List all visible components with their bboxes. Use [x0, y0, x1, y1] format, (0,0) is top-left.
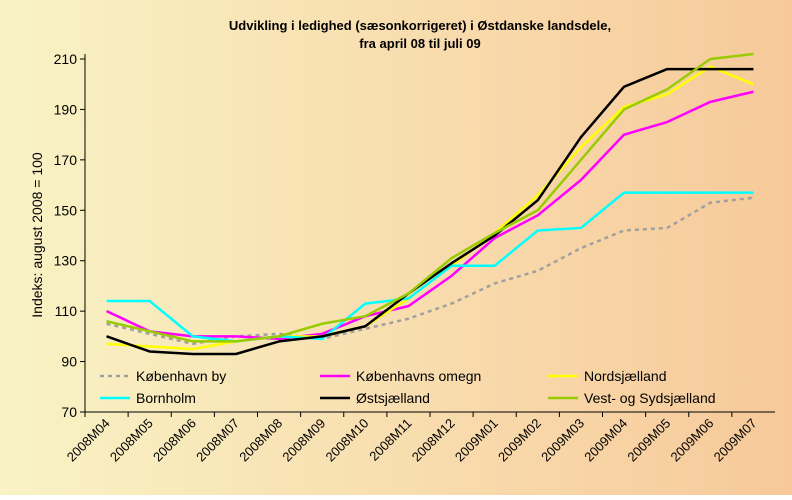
- y-tick-label: 130: [54, 253, 78, 269]
- chart-title: Udvikling i ledighed (sæsonkorrigeret) i…: [229, 18, 611, 33]
- y-tick-label: 170: [54, 152, 78, 168]
- y-tick-label: 70: [61, 404, 77, 420]
- y-tick-label: 190: [54, 101, 78, 117]
- legend-label: Østsjælland: [356, 390, 430, 406]
- series-line: [106, 196, 754, 346]
- legend-label: Københavns omegn: [356, 368, 481, 384]
- series-line: [106, 52, 754, 343]
- legend-label: Vest- og Sydsjælland: [584, 390, 716, 406]
- legend-label: Nordsjælland: [584, 368, 666, 384]
- chart-title: fra april 08 til juli 09: [359, 36, 480, 51]
- y-tick-label: 150: [54, 202, 78, 218]
- y-tick-label: 90: [61, 354, 77, 370]
- legend-label: Bornholm: [136, 390, 196, 406]
- legend-label: København by: [136, 368, 226, 384]
- series-line: [106, 191, 754, 343]
- y-axis-label: Indeks: august 2008 = 100: [29, 152, 45, 318]
- y-tick-label: 110: [55, 303, 78, 319]
- series-line: [106, 67, 754, 356]
- y-tick-label: 210: [54, 51, 78, 67]
- series-line: [106, 90, 754, 341]
